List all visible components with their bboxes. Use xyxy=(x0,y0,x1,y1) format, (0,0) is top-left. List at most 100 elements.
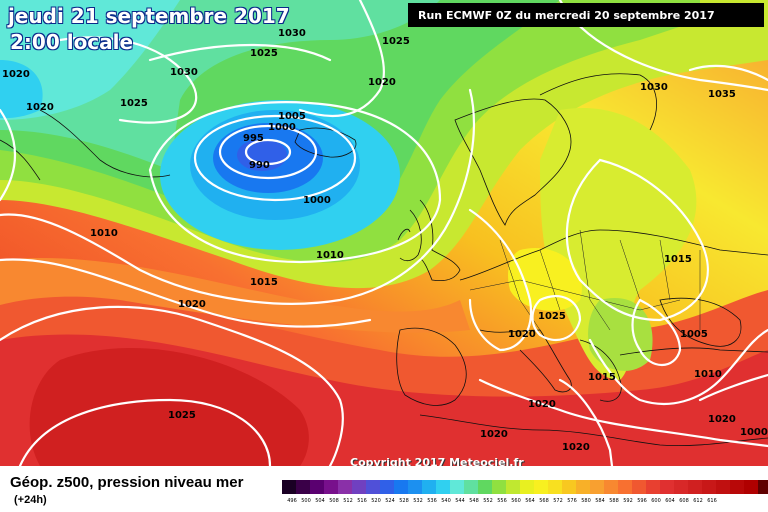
isobar-1025-c: 1025 xyxy=(382,36,410,47)
alps-field xyxy=(508,248,582,311)
border-lines xyxy=(469,229,701,331)
greece-coast xyxy=(579,339,622,402)
scale-tick-label: 560 xyxy=(511,498,521,504)
scale-swatch xyxy=(478,480,492,494)
isobar-1020-d: 1020 xyxy=(178,299,206,310)
black-sea-coast xyxy=(659,297,742,347)
isobar-1030-c: 1030 xyxy=(640,82,668,93)
isobar-1020-europe xyxy=(468,208,533,352)
scale-swatch xyxy=(674,480,688,494)
britain-coast xyxy=(419,199,461,282)
color-scale-ticks: 496 500 504 508 512 516 520 524 528 532 536 540 544 5… xyxy=(287,498,723,504)
scale-swatch xyxy=(422,480,436,494)
scale-tick-label: 596 xyxy=(637,498,647,504)
scale-swatch xyxy=(324,480,338,494)
scale-swatch xyxy=(576,480,590,494)
isobar-1020-greenland xyxy=(0,108,16,202)
isobar-1020-f: 1020 xyxy=(528,399,556,410)
iberia-coast xyxy=(396,327,467,406)
scale-swatch xyxy=(464,480,478,494)
legend-forecast-step: (+24h) xyxy=(14,494,47,506)
scale-swatch xyxy=(520,480,534,494)
scale-swatch xyxy=(716,480,730,494)
finland-coast xyxy=(539,73,657,131)
isobar-1020-north xyxy=(298,0,385,118)
scale-tick-label: 600 xyxy=(651,498,661,504)
scale-tick-label: 580 xyxy=(581,498,591,504)
scale-swatch xyxy=(604,480,618,494)
scale-swatch xyxy=(394,480,408,494)
isobar-1015-a: 1015 xyxy=(250,277,278,288)
scale-tick-label: 552 xyxy=(483,498,493,504)
isobar-1025-greenland xyxy=(58,36,198,124)
iceland-coast xyxy=(294,127,357,158)
isobar-1020-b: 1020 xyxy=(26,102,54,113)
model-run-label: Run ECMWF 0Z du mercredi 20 septembre 20… xyxy=(418,8,715,22)
scale-swatch xyxy=(562,480,576,494)
scale-swatch xyxy=(688,480,702,494)
isobar-1020-e: 1020 xyxy=(508,329,536,340)
scale-tick-label: 592 xyxy=(623,498,633,504)
isobar-1005-a: 1005 xyxy=(278,111,306,122)
scale-tick-label: 604 xyxy=(665,498,675,504)
scale-tick-label: 612 xyxy=(693,498,703,504)
italy-coast xyxy=(479,329,572,393)
isobar-1015-south xyxy=(558,378,614,466)
scale-tick-label: 524 xyxy=(385,498,395,504)
country-borders xyxy=(469,229,701,331)
scale-tick-label: 504 xyxy=(315,498,325,504)
isobar-1020-i: 1020 xyxy=(708,414,736,425)
isobar-1015-c: 1015 xyxy=(588,372,616,383)
isobar-1020-g: 1020 xyxy=(480,429,508,440)
isobar-ring-1000 xyxy=(193,114,357,202)
isobar-990: 990 xyxy=(249,160,270,171)
isobar-1030-east xyxy=(558,0,768,92)
coastlines xyxy=(0,73,768,447)
isobar-1025-d: 1025 xyxy=(538,311,566,322)
isobar-1025-ring-south xyxy=(18,398,272,466)
isobar-1000-c: 1000 xyxy=(740,427,768,438)
scale-swatch xyxy=(408,480,422,494)
isobar-1015-europe xyxy=(565,158,709,322)
scale-tick-label: 576 xyxy=(567,498,577,504)
legend-title: Géop. z500, pression niveau mer xyxy=(10,474,244,491)
isobar-1025-alps xyxy=(531,295,582,342)
isobar-1010-a: 1010 xyxy=(90,228,118,239)
scale-tick-label: 572 xyxy=(553,498,563,504)
isobar-1025-b: 1025 xyxy=(120,98,148,109)
isobar-ring-995 xyxy=(218,124,318,180)
scale-tick-label: 556 xyxy=(497,498,507,504)
greenland-field xyxy=(0,0,180,120)
isobar-1005-black-sea xyxy=(631,298,682,366)
scale-swatch xyxy=(646,480,660,494)
isobar-1030-b: 1030 xyxy=(170,67,198,78)
isobar-1030-greenland xyxy=(148,43,332,62)
isobar-1020-c: 1020 xyxy=(368,77,396,88)
scale-swatch xyxy=(618,480,632,494)
isobar-1010-east xyxy=(588,328,768,405)
scale-tick-label: 616 xyxy=(707,498,717,504)
scale-swatch xyxy=(450,480,464,494)
scale-swatch xyxy=(366,480,380,494)
isobar-1015-b: 1015 xyxy=(664,254,692,265)
scale-swatch xyxy=(380,480,394,494)
z500-band-596 xyxy=(29,348,309,466)
isobar-1020-line-west xyxy=(0,305,344,466)
isobar-1035: 1035 xyxy=(708,89,736,100)
forecast-time-title: 2:00 locale xyxy=(10,30,134,54)
greenland-low-field xyxy=(0,60,43,119)
scale-tick-label: 544 xyxy=(455,498,465,504)
scale-swatch xyxy=(492,480,506,494)
scale-tick-label: 536 xyxy=(427,498,437,504)
legend-panel: Géop. z500, pression niveau mer (+24h) 4… xyxy=(0,466,768,512)
isobar-ring-990 xyxy=(244,138,292,166)
scale-tick-label: 548 xyxy=(469,498,479,504)
scale-tick-label: 588 xyxy=(609,498,619,504)
isobar-1020-a: 1020 xyxy=(2,69,30,80)
ireland-coast xyxy=(397,209,422,262)
scale-tick-label: 508 xyxy=(329,498,339,504)
scale-tick-label: 540 xyxy=(441,498,451,504)
forecast-date-title: jeudi 21 septembre 2017 xyxy=(8,4,290,28)
z500-band-580 xyxy=(0,258,470,333)
